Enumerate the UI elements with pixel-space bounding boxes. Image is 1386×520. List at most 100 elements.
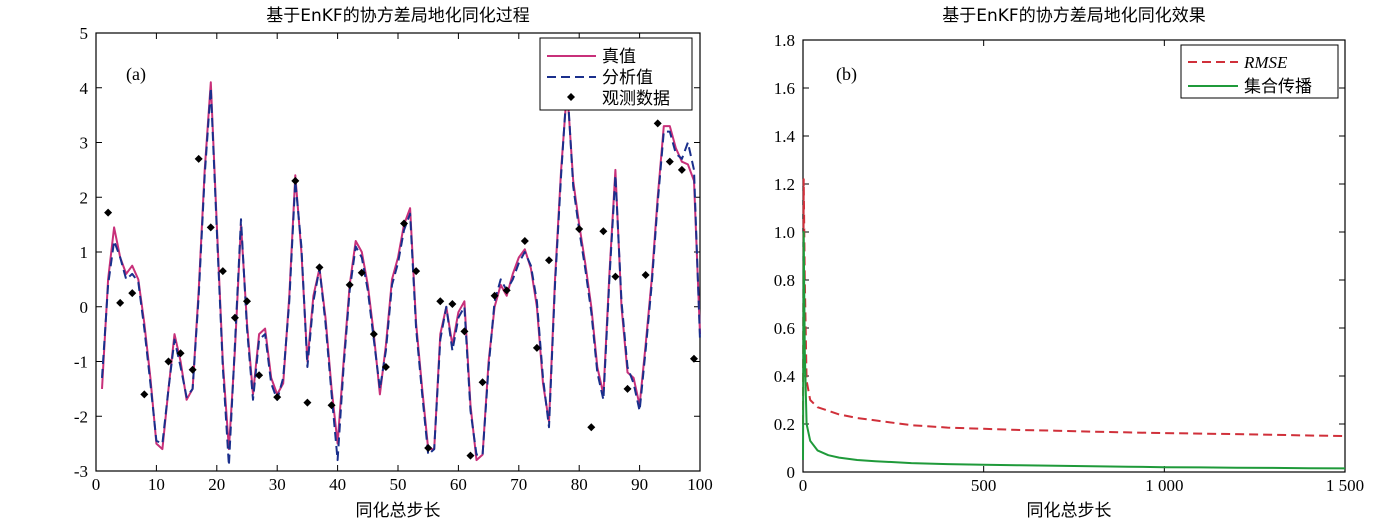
obs-marker [490,291,499,300]
obs-marker [412,267,421,276]
panel-b-ytick-label: 0 [787,463,796,482]
panel-b-legend-box [1180,44,1339,99]
obs-marker [502,286,511,295]
panel-b-title: 基于EnKF的协方差局地化同化效果 [942,6,1205,26]
panel-a-xtick-label: 100 [687,475,713,494]
panel-b-xtick-label: 0 [799,476,808,495]
panel-a-ytick-label: 0 [80,298,89,317]
panel-b-ytick-label: 1.4 [774,127,796,146]
obs-marker [436,297,445,306]
obs-marker [381,362,390,371]
panel-a-ytick-label: 1 [80,243,89,262]
obs-marker [520,237,529,246]
obs-marker [104,208,113,217]
legend-true-label: 真值 [602,47,636,67]
obs-marker [623,384,632,393]
panel-b-plot-frame [802,39,1346,473]
panel-b-ytick-label: 1.0 [774,223,795,242]
panel-a-ytick-label: 3 [80,134,89,153]
panel-a-ytick-label: -3 [74,462,88,481]
obs-marker [653,119,662,128]
panel-a-xtick-label: 50 [390,475,407,494]
panel-b-chart: 基于EnKF的协方差局地化同化效果 (b) 同化总步长 0 500 1 000 1 5… [774,6,1364,520]
obs-marker [400,219,409,228]
panel-b-xlabel: 同化总步长 [1027,501,1112,520]
panel-b-ytick-label: 1.2 [774,175,795,194]
obs-marker [128,289,137,298]
obs-marker [460,327,469,336]
panel-b-xtick-label: 1 500 [1326,476,1364,495]
panel-a-ytick-label: -1 [74,353,88,372]
obs-marker [466,451,475,460]
obs-marker [140,390,149,399]
panel-a-xtick-label: 20 [208,475,225,494]
series-spread-line [802,231,1346,470]
obs-marker [587,423,596,432]
panel-a-xtick-label: 60 [450,475,467,494]
obs-marker [255,371,264,380]
obs-marker [641,270,650,279]
panel-b-ytick-label: 0.6 [774,319,795,338]
obs-marker [188,365,197,374]
panel-b-xtick-label: 500 [971,476,997,495]
obs-marker [545,256,553,265]
obs-marker [315,263,324,272]
panel-a-legend-box [539,37,693,111]
panel-b-xtick-label: 1 000 [1145,476,1183,495]
obs-marker [575,225,584,234]
panel-b-ytick-label: 1.6 [774,79,795,98]
panel-a-xtick-label: 40 [329,475,346,494]
panel-a-ytick-label: 4 [80,79,89,98]
obs-marker [218,267,227,276]
panel-b-ytick-label: 0.2 [774,415,795,434]
panel-a-label: (a) [126,64,146,85]
panel-b-ytick-label: 1.8 [774,31,795,50]
obs-marker [230,313,239,322]
legend-rmse-label: RMSE [1243,53,1288,72]
obs-marker [599,227,608,236]
panel-a-ytick-label: 5 [80,24,89,43]
obs-marker [448,300,457,309]
panel-a-xtick-label: 0 [92,475,101,494]
obs-marker [345,280,354,289]
obs-marker [273,393,282,402]
obs-marker [291,176,300,185]
panel-a-xtick-label: 70 [510,475,527,494]
panel-a-chart: 基于EnKF的协方差局地化同化过程 (a) 同化总步长 0 10 20 30 40 50 6… [74,6,713,520]
panel-a-xlabel: 同化总步长 [356,501,441,520]
obs-marker [206,223,215,232]
obs-marker [243,297,251,306]
series-analysis-line [101,81,701,467]
legend-obs-label: 观测数据 [602,89,670,109]
series-true-line [101,81,701,462]
obs-marker [327,401,336,410]
obs-marker [116,298,125,307]
panel-b-legend: RMSE 集合传播 [1180,44,1339,99]
obs-marker [677,165,686,174]
obs-marker [303,398,312,407]
legend-analysis-label: 分析值 [602,68,653,88]
panel-a-ytick-label: 2 [80,188,89,207]
panel-a-legend: 真值 分析值 观测数据 [539,37,693,111]
series-rmse-line [802,178,1346,437]
panel-a-ytick-label: -2 [74,407,88,426]
obs-marker [194,154,203,163]
panel-b-label: (b) [836,64,857,85]
obs-marker [164,357,173,366]
obs-marker [532,343,541,352]
obs-marker [369,330,378,339]
obs-marker [665,157,674,166]
legend-obs-marker [567,93,575,101]
panel-a-xtick-label: 80 [571,475,588,494]
obs-marker [478,378,487,387]
obs-marker [357,268,366,277]
legend-spread-label: 集合传播 [1244,77,1312,97]
obs-marker [611,272,620,281]
panel-b-ytick-label: 0.8 [774,271,795,290]
panel-b-ytick-label: 0.4 [774,367,796,386]
panel-a-title: 基于EnKF的协方差局地化同化过程 [266,6,529,26]
panel-a-xtick-label: 30 [269,475,286,494]
obs-marker [424,444,433,453]
panel-a-xtick-label: 10 [148,475,165,494]
